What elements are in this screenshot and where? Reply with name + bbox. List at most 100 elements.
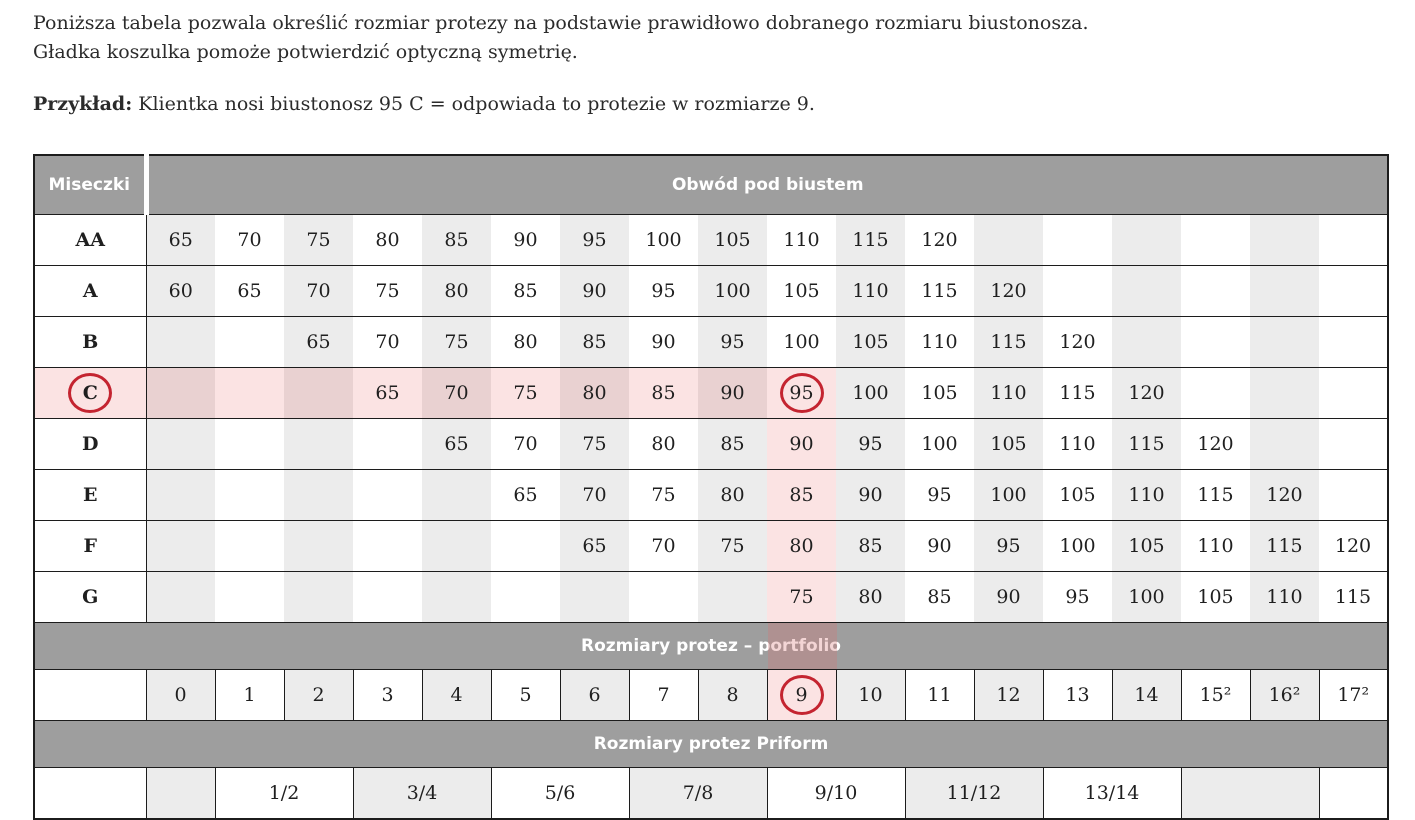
bra-size-cell: 110 bbox=[1112, 469, 1181, 521]
bra-size-cell bbox=[1319, 469, 1388, 521]
bra-size-cell: 70 bbox=[284, 265, 353, 317]
bra-size-cell: 75 bbox=[284, 214, 353, 266]
priform-row-label-empty bbox=[34, 767, 147, 819]
bra-size-cell: 80 bbox=[629, 418, 698, 470]
bra-size-cell bbox=[1043, 214, 1112, 266]
intro-line-2: Gładka koszulka pomoże potwierdzić optyc… bbox=[33, 41, 578, 63]
cup-label-C: C bbox=[34, 367, 147, 419]
priform-section-title: Rozmiary protez Priform bbox=[593, 734, 829, 754]
bra-size-cell bbox=[353, 571, 422, 623]
priform-range-cell bbox=[145, 767, 216, 819]
bra-size-cell: 100 bbox=[767, 316, 836, 368]
bra-size-cell: 120 bbox=[905, 214, 974, 266]
bra-size-cell: 115 bbox=[836, 214, 905, 266]
cup-label-AA: AA bbox=[34, 214, 147, 266]
cup-label-B: B bbox=[34, 316, 147, 368]
bra-size-cell bbox=[215, 469, 284, 521]
priform-range-cell: 11/12 bbox=[904, 767, 1044, 819]
bra-size-cell bbox=[1181, 316, 1250, 368]
bra-size-cell: 100 bbox=[836, 367, 905, 419]
bra-size-cell bbox=[146, 367, 215, 419]
bra-size-cell: 70 bbox=[215, 214, 284, 266]
bra-size-cell: 105 bbox=[767, 265, 836, 317]
bra-size-cell: 100 bbox=[905, 418, 974, 470]
bra-size-cell: 120 bbox=[1043, 316, 1112, 368]
bra-size-cell: 100 bbox=[698, 265, 767, 317]
bra-size-cell: 85 bbox=[491, 265, 560, 317]
portfolio-size-cell: 17² bbox=[1318, 669, 1389, 721]
portfolio-size-cell: 2 bbox=[283, 669, 354, 721]
bra-size-cell: 75 bbox=[353, 265, 422, 317]
bra-size-cell bbox=[1181, 367, 1250, 419]
bra-size-cell: 90 bbox=[560, 265, 629, 317]
bra-size-cell: 90 bbox=[629, 316, 698, 368]
intro-line-1: Poniższa tabela pozwala określić rozmiar… bbox=[33, 12, 1089, 34]
cup-label-G: G bbox=[34, 571, 147, 623]
bra-size-cell: 65 bbox=[284, 316, 353, 368]
example-label: Przykład: bbox=[33, 93, 133, 115]
bra-size-cell: 95 bbox=[767, 367, 836, 419]
bra-size-cell bbox=[353, 520, 422, 572]
bra-size-cell bbox=[146, 316, 215, 368]
bra-size-cell: 75 bbox=[767, 571, 836, 623]
bra-size-cell: 120 bbox=[1319, 520, 1388, 572]
priform-range-cell bbox=[1180, 767, 1320, 819]
bra-size-cell: 65 bbox=[560, 520, 629, 572]
bra-size-cell: 95 bbox=[1043, 571, 1112, 623]
bra-size-cell: 115 bbox=[974, 316, 1043, 368]
bra-size-cell bbox=[422, 520, 491, 572]
bra-size-cell bbox=[1181, 265, 1250, 317]
bra-size-cell: 65 bbox=[491, 469, 560, 521]
portfolio-size-cell: 11 bbox=[904, 669, 975, 721]
bra-size-cell bbox=[1250, 316, 1319, 368]
bra-size-cell bbox=[1319, 367, 1388, 419]
bra-size-cell: 110 bbox=[905, 316, 974, 368]
bra-size-cell: 70 bbox=[629, 520, 698, 572]
bra-size-cell: 70 bbox=[353, 316, 422, 368]
portfolio-size-cell: 16² bbox=[1249, 669, 1320, 721]
bra-size-cell: 105 bbox=[1181, 571, 1250, 623]
bra-size-cell: 105 bbox=[1043, 469, 1112, 521]
bra-size-cell: 85 bbox=[422, 214, 491, 266]
bra-size-cell bbox=[146, 469, 215, 521]
bra-size-cell: 90 bbox=[698, 367, 767, 419]
portfolio-row-label-empty bbox=[34, 669, 147, 721]
bra-size-cell: 110 bbox=[1250, 571, 1319, 623]
bra-size-cell: 115 bbox=[1112, 418, 1181, 470]
priform-range-cell: 1/2 bbox=[214, 767, 354, 819]
portfolio-size-cell: 15² bbox=[1180, 669, 1251, 721]
bra-size-cell: 110 bbox=[836, 265, 905, 317]
bra-size-cell: 90 bbox=[836, 469, 905, 521]
bra-size-cell: 90 bbox=[974, 571, 1043, 623]
bra-size-cell: 95 bbox=[629, 265, 698, 317]
bra-size-cell bbox=[215, 418, 284, 470]
priform-section-header: Rozmiary protez Priform bbox=[34, 720, 1388, 768]
example-text: Klientka nosi biustonosz 95 C = odpowiad… bbox=[132, 93, 815, 115]
bra-size-cell: 80 bbox=[698, 469, 767, 521]
bra-size-cell bbox=[1250, 418, 1319, 470]
bra-size-cell bbox=[146, 418, 215, 470]
bra-size-cell: 105 bbox=[974, 418, 1043, 470]
bra-size-cell: 80 bbox=[422, 265, 491, 317]
bra-size-cell bbox=[353, 418, 422, 470]
bra-size-cell bbox=[491, 571, 560, 623]
bra-size-cell bbox=[284, 469, 353, 521]
underbust-band-header: Obwód pod biustem bbox=[146, 155, 1388, 215]
portfolio-size-cell: 3 bbox=[352, 669, 423, 721]
portfolio-section-title: Rozmiary protez – portfolio bbox=[581, 636, 841, 656]
bra-size-cell bbox=[698, 571, 767, 623]
portfolio-size-cell: 7 bbox=[628, 669, 699, 721]
bra-size-cell: 105 bbox=[836, 316, 905, 368]
bra-size-cell bbox=[284, 520, 353, 572]
bra-size-cell bbox=[146, 571, 215, 623]
bra-size-cell bbox=[1043, 265, 1112, 317]
bra-size-cell: 70 bbox=[491, 418, 560, 470]
bra-size-cell: 65 bbox=[422, 418, 491, 470]
priform-range-cell: 13/14 bbox=[1042, 767, 1182, 819]
bra-size-cell: 80 bbox=[353, 214, 422, 266]
portfolio-size-cell: 10 bbox=[835, 669, 906, 721]
cup-label-E: E bbox=[34, 469, 147, 521]
portfolio-size-cell: 9 bbox=[766, 669, 837, 721]
bra-size-cell: 80 bbox=[836, 571, 905, 623]
portfolio-size-cell: 14 bbox=[1111, 669, 1182, 721]
